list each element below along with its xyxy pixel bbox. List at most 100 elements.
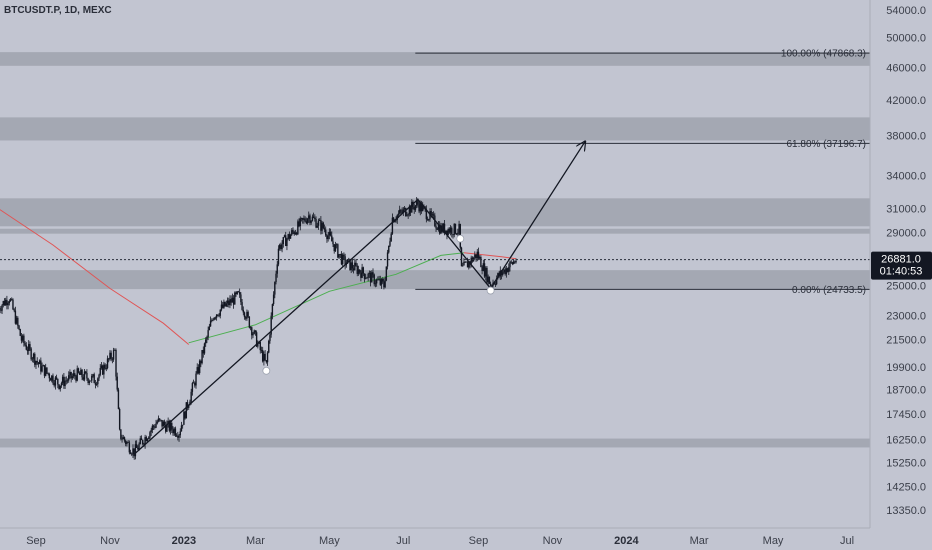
candle-body xyxy=(149,432,151,438)
candle-body xyxy=(118,408,121,430)
swing-markers xyxy=(262,234,495,375)
time-tick-label: Mar xyxy=(246,535,265,547)
candle-body xyxy=(328,231,331,236)
candle-body xyxy=(243,312,246,318)
candle-body xyxy=(38,360,41,365)
time-axis-background xyxy=(0,528,932,550)
candle-body xyxy=(209,320,212,327)
projection-arrow[interactable] xyxy=(490,141,586,289)
candle-body xyxy=(268,340,270,353)
candle-body xyxy=(104,364,106,369)
candle-body xyxy=(295,232,298,235)
price-tick-label: 38000.0 xyxy=(886,131,926,143)
candle-body xyxy=(363,273,366,279)
candle-body xyxy=(154,426,156,428)
candle-body xyxy=(468,261,470,268)
candle-body xyxy=(329,231,332,236)
candle-body xyxy=(132,448,134,455)
candle-body xyxy=(140,438,143,441)
candle-body xyxy=(311,216,314,221)
price-tick-label: 15250.0 xyxy=(886,457,926,469)
candle-body xyxy=(378,279,380,281)
candle-body xyxy=(504,269,506,275)
trend-line[interactable] xyxy=(133,198,419,455)
candle-body xyxy=(11,299,13,301)
candle-body xyxy=(98,374,100,379)
swing-point-marker xyxy=(262,366,271,375)
candle-body xyxy=(259,341,261,351)
time-axis[interactable]: Sep Nov 2023 Mar May Jul Sep Nov 2024 Mar May Jul xyxy=(26,535,854,547)
candle-body xyxy=(361,267,363,278)
candle-body xyxy=(158,418,161,420)
candle-body xyxy=(426,219,429,221)
time-tick-label: 2024 xyxy=(614,535,639,547)
price-tick-label: 19900.0 xyxy=(886,362,926,374)
candle-body xyxy=(175,435,178,437)
candle-body xyxy=(464,261,466,263)
candle-body xyxy=(372,272,374,275)
candle-body xyxy=(202,349,204,354)
candle-body xyxy=(171,422,173,430)
candle-body xyxy=(156,421,158,424)
candle-body xyxy=(431,214,434,216)
price-axis[interactable]: 54000.0 50000.0 46000.0 42000.0 38000.0 34000… xyxy=(886,5,926,517)
candle-body xyxy=(17,317,19,326)
candle-body xyxy=(417,201,419,205)
candle-body xyxy=(21,335,24,341)
candle-body xyxy=(298,221,300,227)
candle-body xyxy=(77,368,80,373)
candle-body xyxy=(172,429,174,434)
candle-body xyxy=(169,422,172,431)
candle-body xyxy=(305,221,308,224)
trend-line[interactable] xyxy=(417,199,492,289)
candle-body xyxy=(325,229,327,236)
candle-body xyxy=(281,244,283,250)
price-tick-label: 17450.0 xyxy=(886,409,926,421)
candle-body xyxy=(486,267,488,283)
candle-body xyxy=(449,227,452,233)
candle-body xyxy=(198,360,201,374)
candle-body xyxy=(108,358,110,360)
ticker-title: BTCUSDT.P, 1D, MEXC xyxy=(4,5,112,16)
candle-body xyxy=(203,343,206,354)
candle-body xyxy=(162,421,164,427)
candle-body xyxy=(51,375,53,381)
candle-body xyxy=(74,373,76,377)
candle-body xyxy=(37,362,40,365)
candle-body xyxy=(397,213,400,216)
bar-countdown: 01:40:53 xyxy=(880,266,923,278)
candle-body xyxy=(2,301,4,306)
candle-body xyxy=(205,339,207,344)
candle-body xyxy=(299,218,301,227)
candle-body xyxy=(24,343,26,346)
candle-body xyxy=(145,437,148,442)
candle-body xyxy=(25,345,28,350)
candle-body xyxy=(466,261,469,268)
candle-body xyxy=(263,353,265,362)
candle-body xyxy=(515,260,517,263)
candle-body xyxy=(398,209,401,214)
candle-body xyxy=(494,283,497,285)
candle-body xyxy=(442,223,445,232)
candle-body xyxy=(44,367,47,376)
candle-body xyxy=(185,402,188,419)
candle-body xyxy=(388,245,390,253)
candle-body xyxy=(121,438,123,440)
candle-body xyxy=(214,317,217,319)
time-tick-label: Sep xyxy=(26,535,46,547)
candle-body xyxy=(407,214,409,216)
candle-body xyxy=(495,278,498,285)
candle-body xyxy=(92,374,94,376)
price-tick-label: 54000.0 xyxy=(886,5,926,17)
candle-body xyxy=(309,215,311,223)
candle-body xyxy=(343,254,345,257)
moving-averages xyxy=(0,209,517,345)
candle-body xyxy=(133,448,135,457)
candle-body xyxy=(97,378,99,385)
candle-body xyxy=(4,299,7,306)
candle-body xyxy=(48,373,51,379)
price-tick-label: 31000.0 xyxy=(886,204,926,216)
time-tick-label: 2023 xyxy=(172,535,196,547)
candle-body xyxy=(59,385,61,389)
